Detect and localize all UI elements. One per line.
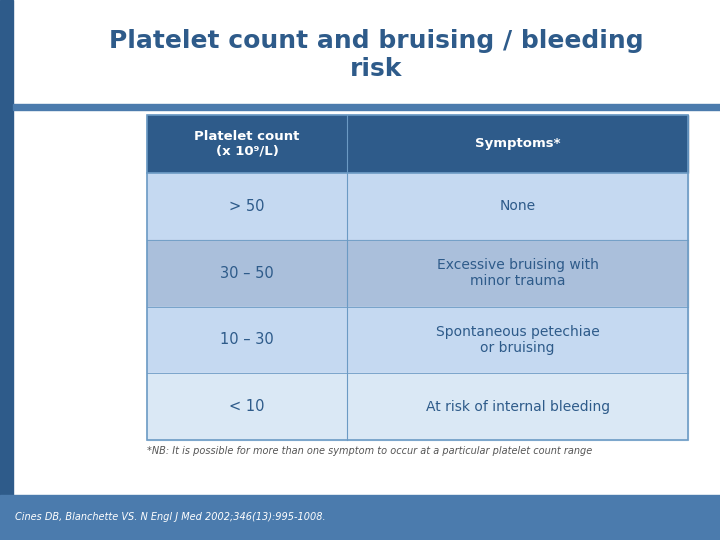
Text: None: None — [500, 199, 536, 213]
Bar — [147, 115, 688, 173]
Text: 30 – 50: 30 – 50 — [220, 266, 274, 281]
Bar — [147, 115, 688, 440]
Bar — [147, 240, 688, 307]
Text: Symptoms*: Symptoms* — [474, 138, 560, 151]
Text: Excessive bruising with
minor trauma: Excessive bruising with minor trauma — [436, 258, 598, 288]
Text: Cines DB, Blanchette VS. N Engl J Med 2002;346(13):995-1008.: Cines DB, Blanchette VS. N Engl J Med 20… — [15, 512, 325, 523]
Text: *NB: It is possible for more than one symptom to occur at a particular platelet : *NB: It is possible for more than one sy… — [147, 446, 593, 456]
Bar — [13, 104, 720, 110]
Text: At risk of internal bleeding: At risk of internal bleeding — [426, 400, 610, 414]
Bar — [0, 0, 13, 540]
Bar — [147, 307, 688, 373]
Text: > 50: > 50 — [230, 199, 265, 214]
Bar — [147, 173, 688, 240]
Bar — [147, 373, 688, 440]
Bar — [0, 495, 720, 540]
Text: Platelet count
(x 10⁹/L): Platelet count (x 10⁹/L) — [194, 130, 300, 158]
Text: Platelet count and bruising / bleeding
risk: Platelet count and bruising / bleeding r… — [109, 29, 644, 81]
Text: 10 – 30: 10 – 30 — [220, 333, 274, 347]
Text: < 10: < 10 — [230, 399, 265, 414]
Text: Spontaneous petechiae
or bruising: Spontaneous petechiae or bruising — [436, 325, 600, 355]
